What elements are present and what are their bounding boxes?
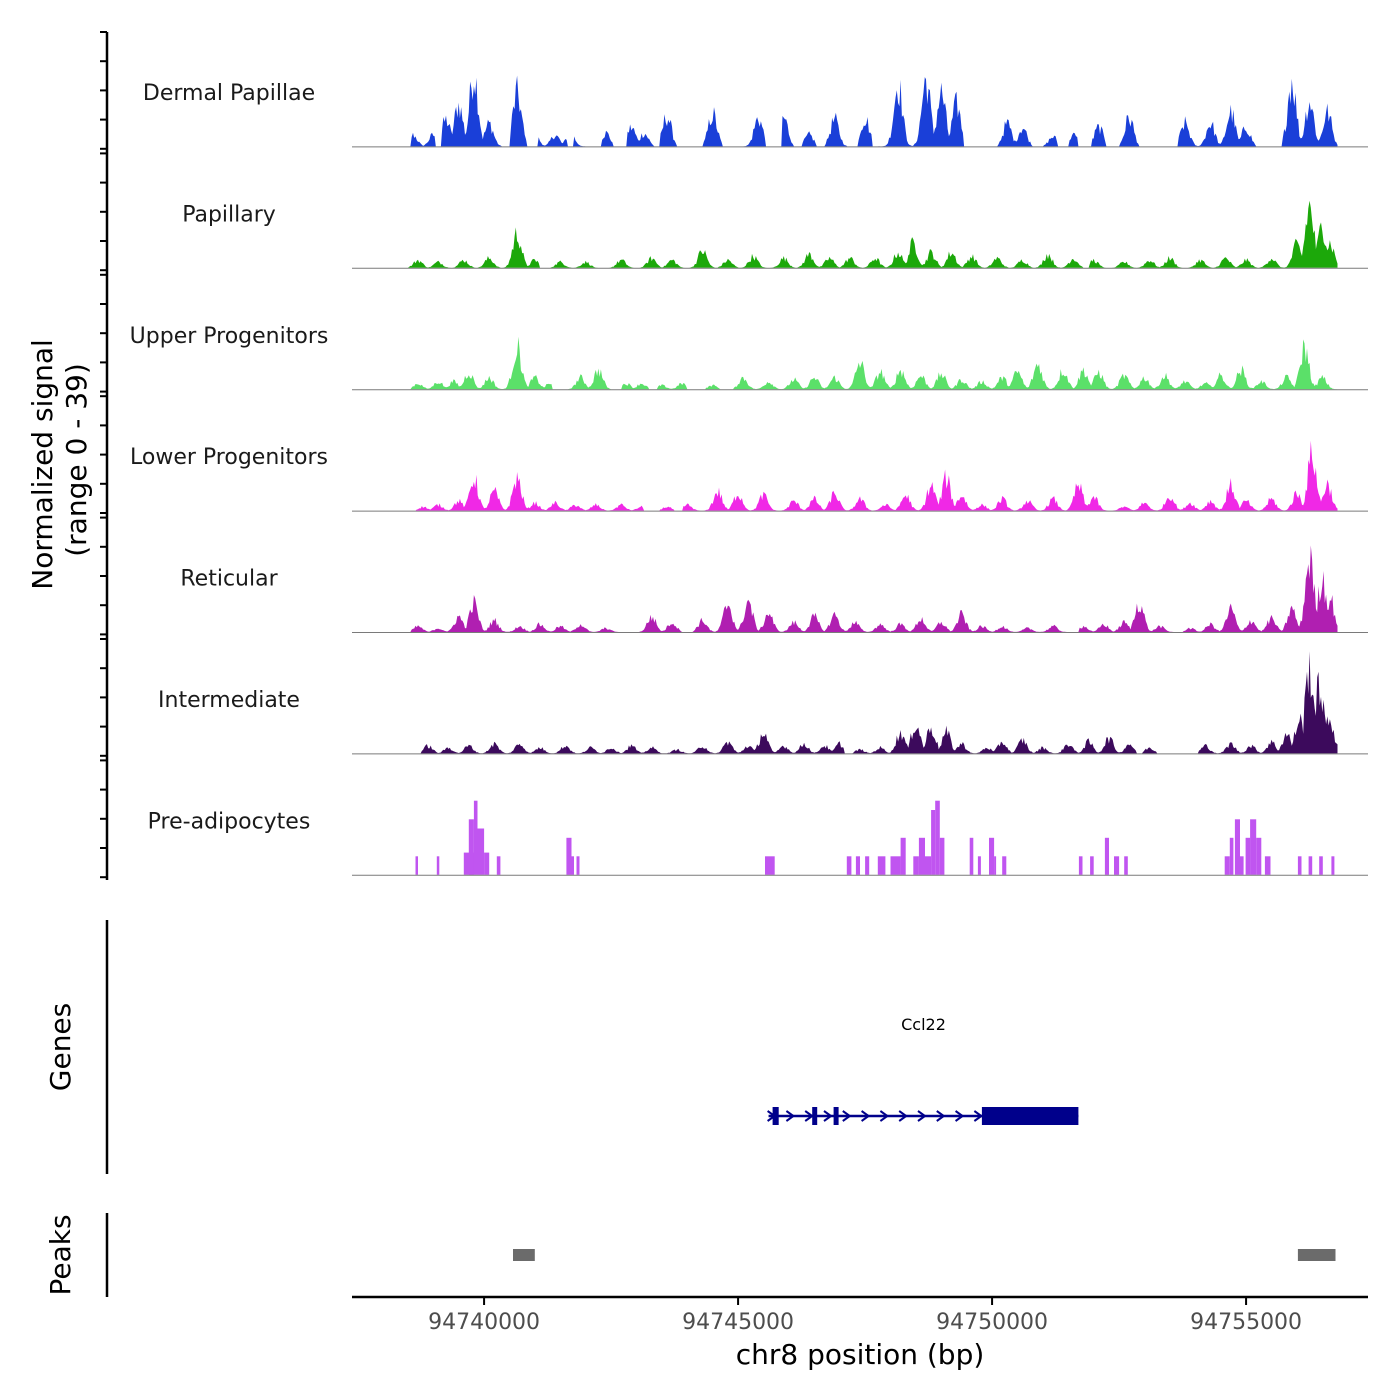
coverage-bar-pre-adipocytes-34 <box>1224 856 1230 875</box>
gene-strand-arrow <box>785 1110 796 1122</box>
y-axis-title-line1: Normalized signal <box>26 339 59 590</box>
peak-region-0 <box>513 1249 535 1261</box>
track-label-reticular: Reticular <box>180 567 278 592</box>
coverage-bar-pre-adipocytes-30 <box>1090 856 1094 875</box>
coverage-area-intermediate <box>397 651 1338 754</box>
coverage-bar-pre-adipocytes-31 <box>1104 837 1109 875</box>
gene-strand-arrow <box>954 1110 965 1122</box>
coverage-bar-pre-adipocytes-19 <box>918 837 925 875</box>
gene-label-ccl22: Ccl22 <box>901 1015 946 1034</box>
track-label-pre-adipocytes: Pre-adipocytes <box>148 809 311 834</box>
coverage-bar-pre-adipocytes-24 <box>969 837 974 875</box>
y-axis-title: Normalized signal (range 0 - 39) <box>26 330 93 589</box>
coverage-bar-pre-adipocytes-21 <box>931 810 936 875</box>
coverage-area-reticular <box>397 545 1338 632</box>
coverage-bar-pre-adipocytes-22 <box>935 800 940 875</box>
x-axis: 94740000 94745000 94750000 94755000 chr8 pos… <box>352 1295 1368 1371</box>
coverage-area-lower-progenitors <box>397 440 1338 511</box>
coverage-bar-pre-adipocytes-32 <box>1114 856 1120 875</box>
peaks-track-title: Peaks <box>44 1214 77 1295</box>
y-axis-title-line2: (range 0 - 39) <box>60 363 93 557</box>
gene-strand-arrow <box>823 1110 833 1122</box>
x-tick-label-2: 94750000 <box>936 1310 1048 1335</box>
coverage-bar-pre-adipocytes-0 <box>415 856 418 875</box>
x-tick-label-0: 94740000 <box>428 1310 540 1335</box>
coverage-area-upper-progenitors <box>397 336 1338 390</box>
gene-exon-2 <box>833 1107 839 1125</box>
coverage-bar-pre-adipocytes-11 <box>765 856 775 875</box>
peak-region-1 <box>1297 1249 1336 1261</box>
track-label-dermal-papillae: Dermal Papillae <box>143 81 315 106</box>
coverage-bar-pre-adipocytes-3 <box>468 819 474 875</box>
coverage-bar-pre-adipocytes-42 <box>1297 856 1302 875</box>
coverage-bar-pre-adipocytes-39 <box>1250 819 1257 875</box>
coverage-bar-pre-adipocytes-41 <box>1264 856 1271 875</box>
track-reticular: Reticular <box>180 545 1368 633</box>
gene-strand-arrow <box>861 1110 871 1122</box>
coverage-bar-pre-adipocytes-18 <box>913 856 919 875</box>
coverage-bar-pre-adipocytes-23 <box>939 837 945 875</box>
coverage-bar-pre-adipocytes-45 <box>1331 856 1335 875</box>
coverage-bar-pre-adipocytes-1 <box>436 856 440 875</box>
gene-exon-0 <box>772 1107 779 1125</box>
gene-strand-arrow <box>917 1110 927 1122</box>
coverage-area-dermal-papillae <box>397 75 1338 147</box>
coverage-bar-pre-adipocytes-38 <box>1245 837 1251 875</box>
x-axis-title: chr8 position (bp) <box>736 1338 985 1371</box>
coverage-bar-pre-adipocytes-10 <box>576 856 580 875</box>
coverage-bar-pre-adipocytes-5 <box>477 828 485 875</box>
coverage-bar-pre-adipocytes-12 <box>846 856 852 875</box>
genes-track: Genes Ccl22 <box>44 920 1079 1174</box>
coverage-bar-pre-adipocytes-13 <box>855 856 860 875</box>
coverage-bar-pre-adipocytes-20 <box>925 856 932 875</box>
coverage-bar-pre-adipocytes-43 <box>1308 856 1313 875</box>
coverage-bar-pre-adipocytes-40 <box>1256 837 1262 875</box>
gene-ccl22: Ccl22 <box>767 1015 1079 1125</box>
track-dermal-papillae: Dermal Papillae <box>143 75 1368 148</box>
coverage-bar-pre-adipocytes-37 <box>1240 856 1244 875</box>
gene-strand-arrow <box>898 1110 908 1122</box>
coverage-bar-pre-adipocytes-27 <box>994 856 997 875</box>
gene-strand-arrow <box>842 1110 852 1122</box>
coverage-bar-pre-adipocytes-16 <box>890 856 901 875</box>
track-label-papillary: Papillary <box>182 202 276 227</box>
coverage-bar-pre-adipocytes-25 <box>977 856 981 875</box>
coverage-bar-pre-adipocytes-8 <box>566 837 572 875</box>
x-tick-label-1: 94745000 <box>682 1310 794 1335</box>
gene-strand-arrow <box>973 1110 984 1122</box>
track-label-lower-progenitors: Lower Progenitors <box>130 445 328 470</box>
track-lower-progenitors: Lower Progenitors <box>130 440 1368 512</box>
track-pre-adipocytes: Pre-adipocytes <box>148 800 1368 876</box>
coverage-bar-pre-adipocytes-4 <box>473 800 478 875</box>
coverage-bar-pre-adipocytes-36 <box>1234 819 1240 875</box>
coverage-bar-pre-adipocytes-17 <box>900 837 906 875</box>
gene-exon-1 <box>812 1107 818 1125</box>
coverage-bar-pre-adipocytes-28 <box>1002 856 1007 875</box>
coverage-bar-pre-adipocytes-26 <box>989 837 995 875</box>
gene-exon-3 <box>981 1107 1079 1125</box>
coverage-bar-pre-adipocytes-6 <box>484 852 490 875</box>
coverage-bar-pre-adipocytes-44 <box>1319 856 1323 875</box>
track-intermediate: Intermediate <box>158 651 1368 755</box>
gene-strand-arrow <box>879 1110 890 1122</box>
track-label-intermediate: Intermediate <box>158 688 300 713</box>
coverage-bar-pre-adipocytes-15 <box>877 856 886 875</box>
track-label-upper-progenitors: Upper Progenitors <box>130 324 329 349</box>
coverage-bar-pre-adipocytes-9 <box>571 856 574 875</box>
track-papillary: Papillary <box>182 200 1368 269</box>
coverage-bar-pre-adipocytes-14 <box>865 856 870 875</box>
coverage-y-axis <box>100 31 109 880</box>
gene-strand-arrow <box>936 1110 946 1122</box>
coverage-tracks: Dermal Papillae Papillary Upper Progenitor… <box>130 75 1368 876</box>
x-tick-label-3: 94755000 <box>1190 1310 1302 1335</box>
coverage-bar-pre-adipocytes-33 <box>1124 856 1128 875</box>
coverage-bar-pre-adipocytes-35 <box>1229 837 1234 875</box>
track-upper-progenitors: Upper Progenitors <box>130 324 1368 391</box>
peaks-track: Peaks <box>44 1213 1336 1297</box>
coverage-bar-pre-adipocytes-7 <box>496 856 501 875</box>
coverage-area-papillary <box>397 200 1338 268</box>
genes-track-title: Genes <box>44 1003 77 1091</box>
coverage-bar-pre-adipocytes-29 <box>1078 856 1083 875</box>
